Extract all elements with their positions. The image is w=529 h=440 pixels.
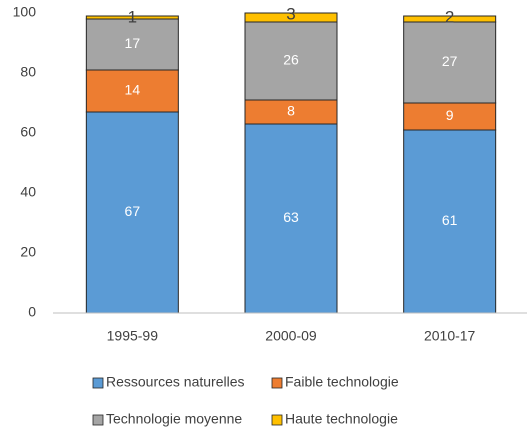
data-label: 8 xyxy=(287,103,295,119)
legend-swatch xyxy=(92,377,104,389)
data-label: 9 xyxy=(446,107,454,123)
data-label: 26 xyxy=(283,52,299,68)
bar-segment xyxy=(85,69,179,113)
bar-segment xyxy=(244,12,338,23)
bar-segment xyxy=(244,123,338,314)
x-tick-label: 1995-99 xyxy=(107,328,159,344)
bar-segment xyxy=(403,15,497,23)
legend-label: Technologie moyenne xyxy=(106,411,242,427)
legend-label: Ressources naturelles xyxy=(106,374,245,390)
x-tick-label: 2010-17 xyxy=(424,328,476,344)
y-tick-label: 80 xyxy=(20,64,36,80)
bar-segment xyxy=(403,102,497,131)
y-tick-label: 100 xyxy=(13,4,37,20)
data-label: 27 xyxy=(442,53,458,69)
legend-swatch xyxy=(271,377,283,389)
data-label: 14 xyxy=(125,82,141,98)
y-tick-label: 20 xyxy=(20,244,36,260)
y-tick-label: 40 xyxy=(20,184,36,200)
data-label: 63 xyxy=(283,209,299,225)
bar-segment xyxy=(85,111,179,314)
legend-swatch xyxy=(271,414,283,426)
bar-segment xyxy=(244,21,338,101)
data-label: 17 xyxy=(125,35,141,51)
data-label: 1 xyxy=(128,7,137,26)
data-label: 2 xyxy=(445,7,454,26)
data-label: 61 xyxy=(442,212,458,228)
legend-swatch xyxy=(92,414,104,426)
legend-label: Faible technologie xyxy=(285,374,399,390)
y-tick-label: 0 xyxy=(28,304,36,320)
bar-segment xyxy=(403,129,497,314)
bar-segment xyxy=(85,15,179,20)
legend-label: Haute technologie xyxy=(285,411,398,427)
x-tick-label: 2000-09 xyxy=(265,328,317,344)
bar-segment xyxy=(403,21,497,104)
y-tick-label: 60 xyxy=(20,124,36,140)
data-label: 3 xyxy=(286,4,295,23)
data-label: 67 xyxy=(125,203,141,219)
